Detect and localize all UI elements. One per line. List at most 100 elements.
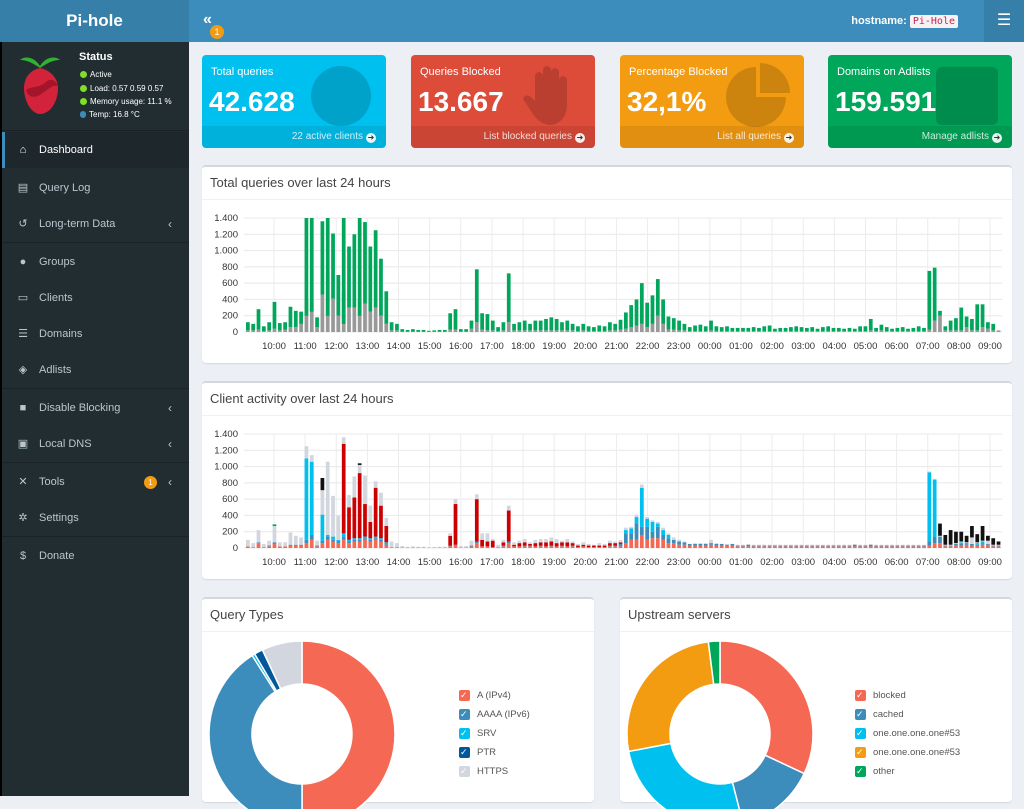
hostname-label: hostname:	[851, 15, 907, 27]
bar-permitted	[592, 327, 596, 331]
bar-client-5	[901, 545, 905, 546]
legend-item[interactable]: one.one.one.one#53	[855, 747, 960, 766]
donut-slice	[629, 743, 743, 809]
menu-icon[interactable]: ☰	[984, 0, 1024, 42]
legend-checkbox-icon[interactable]	[855, 747, 866, 758]
nav-domains[interactable]: ☰Domains	[2, 316, 189, 352]
bar-client-5	[379, 493, 383, 506]
legend-checkbox-icon[interactable]	[459, 766, 470, 777]
card-value: 42.628	[209, 86, 295, 118]
bar-client-5	[384, 518, 388, 526]
bar-blocked	[736, 331, 740, 332]
bar-client-2	[816, 546, 820, 547]
bar-client-5	[448, 533, 452, 535]
bar-blocked	[523, 330, 527, 332]
legend-item[interactable]: cached	[855, 709, 960, 728]
bar-permitted	[427, 331, 431, 332]
bar-client-1	[890, 546, 894, 548]
bar-permitted	[257, 309, 261, 329]
nav-adlists[interactable]: ◈Adlists	[2, 352, 189, 388]
bar-blocked	[997, 330, 1001, 332]
bar-permitted	[555, 319, 559, 330]
bar-client-1	[305, 543, 309, 548]
bar-client-1	[624, 543, 628, 548]
legend-checkbox-icon[interactable]	[459, 728, 470, 739]
legend-item[interactable]: SRV	[459, 728, 530, 747]
bar-permitted	[816, 329, 820, 331]
sidebar-toggle-icon[interactable]: «	[203, 12, 212, 28]
bar-client-5	[635, 515, 639, 517]
bar-client-2	[848, 546, 852, 547]
bar-permitted	[629, 305, 633, 327]
nav-disable-blocking[interactable]: ■Disable Blocking‹	[2, 390, 189, 426]
legend-item[interactable]: AAAA (IPv6)	[459, 709, 530, 728]
bar-client-2	[725, 545, 729, 546]
bar-permitted	[347, 247, 351, 308]
nav-dashboard[interactable]: ⌂Dashboard	[2, 132, 189, 168]
bar-permitted	[784, 328, 788, 331]
legend-checkbox-icon[interactable]	[855, 728, 866, 739]
x-tick-label: 02:00	[760, 341, 784, 352]
nav-query-log[interactable]: ▤Query Log	[2, 170, 189, 206]
y-tick-label: 1.000	[214, 246, 238, 257]
legend-checkbox-icon[interactable]	[855, 690, 866, 701]
nav-groups[interactable]: ●Groups	[2, 244, 189, 280]
legend-checkbox-icon[interactable]	[855, 709, 866, 720]
bar-client-5	[789, 545, 793, 546]
card-footer-link[interactable]: Manage adlists➜	[828, 126, 1012, 148]
bar-client-1	[800, 546, 804, 548]
panel-title: Query Types	[210, 607, 283, 622]
bar-blocked	[539, 330, 543, 332]
x-tick-label: 05:00	[854, 557, 878, 568]
legend-item[interactable]: A (IPv4)	[459, 690, 530, 709]
bar-client-2	[368, 540, 372, 542]
bar-client-2	[736, 546, 740, 547]
legend-item[interactable]: blocked	[855, 690, 960, 709]
bar-blocked	[778, 331, 782, 332]
nav-donate[interactable]: $Donate	[2, 538, 189, 574]
app-logo[interactable]: Pi-hole	[0, 0, 189, 42]
bar-client-5	[486, 533, 490, 541]
bar-blocked	[938, 316, 942, 332]
bar-client-5	[597, 543, 601, 545]
legend-item[interactable]: other	[855, 766, 960, 785]
legend-item[interactable]: PTR	[459, 747, 530, 766]
card-footer-link[interactable]: List blocked queries➜	[411, 126, 595, 148]
bar-permitted	[289, 307, 293, 327]
bar-client-6	[949, 530, 953, 545]
bar-client-2	[337, 541, 341, 543]
bar-client-1	[954, 546, 958, 548]
legend-item[interactable]: HTTPS	[459, 766, 530, 785]
bar-client-2	[384, 543, 388, 545]
legend-checkbox-icon[interactable]	[459, 690, 470, 701]
nav-long-term-data[interactable]: ↺Long-term Data‹	[2, 206, 189, 242]
bar-client-5	[970, 537, 974, 544]
y-tick-label: 0	[233, 327, 238, 338]
bar-client-1	[869, 546, 873, 548]
bar-client-1	[858, 546, 862, 548]
legend-checkbox-icon[interactable]	[459, 747, 470, 758]
bar-client-5	[283, 542, 287, 546]
bar-client-6	[938, 524, 942, 536]
legend-checkbox-icon[interactable]	[459, 709, 470, 720]
bar-blocked	[805, 331, 809, 332]
nav-clients[interactable]: ▭Clients	[2, 280, 189, 316]
card-footer-link[interactable]: 22 active clients➜	[202, 126, 386, 148]
y-tick-label: 200	[222, 527, 238, 538]
legend-item[interactable]: one.one.one.one#53	[855, 728, 960, 747]
bar-client-2	[619, 544, 623, 546]
nav-settings[interactable]: ✲Settings	[2, 500, 189, 536]
bar-client-5	[406, 547, 410, 548]
nav-local-dns[interactable]: ▣Local DNS‹	[2, 426, 189, 462]
bar-client-1	[896, 546, 900, 548]
bar-client-2	[321, 541, 325, 543]
bar-blocked	[949, 330, 953, 332]
card-footer-link[interactable]: List all queries➜	[620, 126, 804, 148]
status-active-label: Active	[90, 70, 112, 79]
bar-blocked	[321, 295, 325, 332]
bar-permitted	[299, 312, 303, 324]
legend-checkbox-icon[interactable]	[855, 766, 866, 777]
x-tick-label: 15:00	[418, 557, 442, 568]
bar-client-1	[251, 547, 255, 548]
